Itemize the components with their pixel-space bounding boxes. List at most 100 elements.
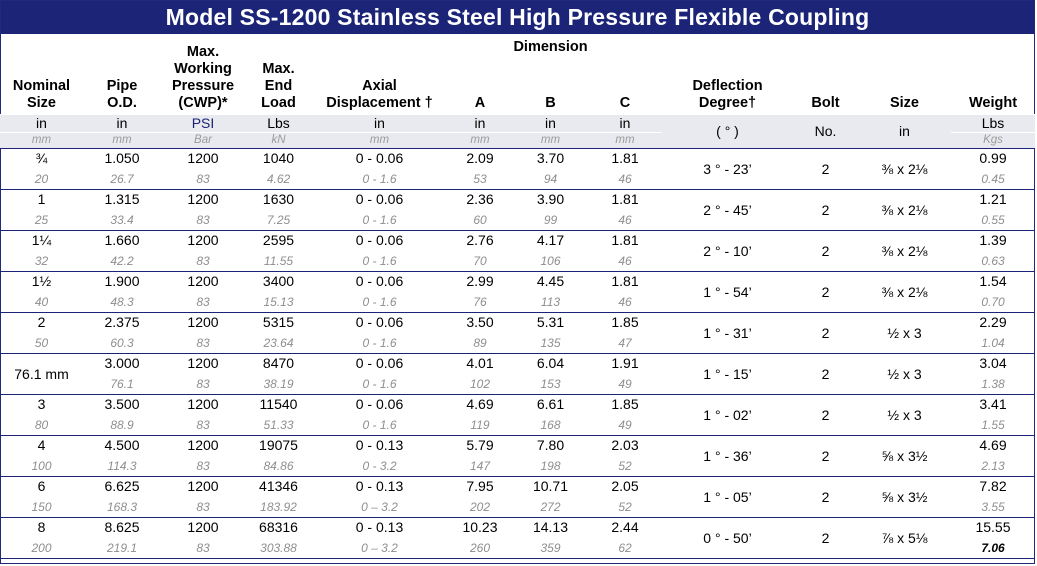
cell-bar: 83 <box>161 291 245 313</box>
table-body: ¾ 1.050 1200 1040 0 - 0.06 2.09 3.70 1.81 3 ° - … <box>0 148 1035 559</box>
cell-axial_mm: 0 - 1.6 <box>312 209 447 231</box>
cell-axial: 0 - 0.06 <box>355 314 404 330</box>
header-nominal-size: Nominal Size <box>12 78 71 111</box>
cell-od_mm: 48.3 <box>83 291 161 313</box>
cell-axial: 0 - 0.06 <box>312 148 447 168</box>
cell-a: 2.36 <box>466 191 494 207</box>
cell-a: 7.95 <box>466 478 494 494</box>
cell-a: 5.79 <box>466 437 494 453</box>
cell-b_mm: 135 <box>513 332 588 354</box>
cell-kn: 7.25 <box>245 209 312 231</box>
header-pipe-od: Pipe O.D. <box>106 78 138 111</box>
cell-size: ½ x 3 <box>858 312 951 354</box>
cell-bolt: 2 <box>793 435 858 477</box>
cell-bolt: 2 <box>793 394 858 436</box>
table-row: 8 8.625 1200 68316 0 - 0.13 10.23 14.13 2.44 0 °… <box>0 517 1035 559</box>
cell-axial: 0 - 0.06 <box>355 396 404 412</box>
unit-cell: ( ° ) <box>662 114 793 149</box>
cell-nominal_mm: 40 <box>0 291 83 313</box>
cell-b: 7.80 <box>536 437 565 453</box>
unit-cell: PSI <box>161 114 245 133</box>
cell-psi: 1200 <box>187 396 219 412</box>
cell-weight: 1.21 <box>979 191 1007 207</box>
cell-c_mm: 46 <box>588 209 662 231</box>
header-axial-displacement: Axial Displacement † <box>326 78 433 111</box>
cell-b_mm: 106 <box>513 250 588 272</box>
cell-bar: 83 <box>161 332 245 354</box>
header-deflection: Deflection Degree† <box>692 78 763 111</box>
unit-cell: Lbs <box>245 114 312 133</box>
cell-psi: 1200 <box>187 478 219 494</box>
cell-deflection: 1 ° - 05’ <box>662 476 793 518</box>
cell-nominal: 1¼ <box>31 232 52 248</box>
unit-cell: in <box>858 114 951 149</box>
table-row: 1½ 1.900 1200 3400 0 - 0.06 2.99 4.45 1.81 1 ° -… <box>0 271 1035 313</box>
header-dim-b: Dimension B <box>513 34 588 115</box>
cell-c: 1.81 <box>611 273 639 289</box>
cell-lbs: 11540 <box>259 396 298 412</box>
cell-nominal_mm: 25 <box>0 209 83 231</box>
cell-od_mm: 26.7 <box>83 168 161 190</box>
cell-b_mm: 359 <box>513 537 588 559</box>
cell-c: 1.85 <box>611 314 639 330</box>
cell-nominal_mm: 20 <box>0 168 83 190</box>
cell-bar: 83 <box>161 496 245 518</box>
cell-nominal: 76.1 mm <box>0 353 83 395</box>
cell-weight_kg: 1.04 <box>951 332 1035 354</box>
cell-psi: 1200 <box>187 437 219 453</box>
table-row: 3 3.500 1200 11540 0 - 0.06 4.69 6.61 1.85 1 ° -… <box>0 394 1035 436</box>
table-row-metric: 40 48.3 83 15.13 0 - 1.6 76 113 46 0.70 <box>0 291 1035 313</box>
cell-lbs: 41346 <box>259 478 298 494</box>
cell-a_mm: 102 <box>447 373 513 395</box>
cell-weight: 4.69 <box>979 437 1007 453</box>
cell-psi: 1200 <box>187 191 219 207</box>
cell-size: ½ x 3 <box>858 394 951 436</box>
cell-nominal: 2 <box>37 314 46 330</box>
cell-od_mm: 168.3 <box>83 496 161 518</box>
cell-deflection: 1 ° - 36’ <box>662 435 793 477</box>
cell-a: 2.76 <box>466 232 494 248</box>
cell-kn: 303.88 <box>245 537 312 559</box>
unit-cell: in <box>312 114 447 133</box>
cell-a_mm: 70 <box>447 250 513 272</box>
cell-size: ⅜ x 2⅛ <box>858 148 951 190</box>
cell-a_mm: 53 <box>447 168 513 190</box>
table-row-metric: 80 88.9 83 51.33 0 - 1.6 119 168 49 1.55 <box>0 414 1035 436</box>
table-row: 76.1 mm 3.000 1200 8470 0 - 0.06 4.01 6.04 1.91… <box>0 353 1035 395</box>
cell-b: 3.90 <box>536 191 565 207</box>
cell-kn: 11.55 <box>245 250 312 272</box>
header-size: Size <box>889 95 919 111</box>
cell-weight: 3.41 <box>979 396 1007 412</box>
cell-c_mm: 62 <box>588 537 662 559</box>
table-row: 2 2.375 1200 5315 0 - 0.06 3.50 5.31 1.85 1 ° - … <box>0 312 1035 354</box>
cell-axial_mm: 0 - 1.6 <box>312 168 447 190</box>
table-title: Model SS-1200 Stainless Steel High Press… <box>1 1 1034 34</box>
cell-kn: 15.13 <box>245 291 312 313</box>
cell-weight_kg: 0.63 <box>951 250 1035 272</box>
unit-cell: Lbs <box>951 114 1035 133</box>
unit-cell: in <box>0 114 83 133</box>
cell-a: 2.99 <box>466 273 494 289</box>
cell-bar: 83 <box>161 209 245 231</box>
cell-c_mm: 47 <box>588 332 662 354</box>
cell-b: 6.61 <box>536 396 565 412</box>
cell-a: 2.09 <box>447 148 513 168</box>
cell-lbs: 2595 <box>262 232 295 248</box>
cell-b_mm: 113 <box>513 291 588 313</box>
cell-bar: 83 <box>161 373 245 395</box>
cell-a_mm: 119 <box>447 414 513 436</box>
table-row-metric: 76.1 83 38.19 0 - 1.6 102 153 49 1.38 <box>0 373 1035 395</box>
cell-a_mm: 60 <box>447 209 513 231</box>
cell-c: 1.81 <box>611 232 639 248</box>
cell-b_mm: 94 <box>513 168 588 190</box>
table-row-metric: 50 60.3 83 23.64 0 - 1.6 89 135 47 1.04 <box>0 332 1035 354</box>
cell-od: 4.500 <box>104 437 140 453</box>
cell-od_mm: 76.1 <box>83 373 161 395</box>
cell-c_mm: 52 <box>588 496 662 518</box>
cell-size: ½ x 3 <box>858 353 951 395</box>
cell-weight: 1.39 <box>979 232 1007 248</box>
cell-size: ⅝ x 3½ <box>858 435 951 477</box>
cell-axial: 0 - 0.13 <box>355 478 404 494</box>
cell-b_mm: 198 <box>513 455 588 477</box>
coupling-spec-table: Nominal Size Pipe O.D. Max. Working Pressure… <box>0 34 1035 559</box>
